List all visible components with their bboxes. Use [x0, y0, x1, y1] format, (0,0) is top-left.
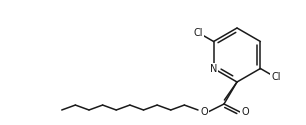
Text: O: O — [241, 107, 249, 117]
Text: Cl: Cl — [271, 72, 281, 83]
Text: Cl: Cl — [193, 28, 203, 38]
Text: N: N — [210, 64, 217, 74]
Text: O: O — [200, 107, 208, 117]
